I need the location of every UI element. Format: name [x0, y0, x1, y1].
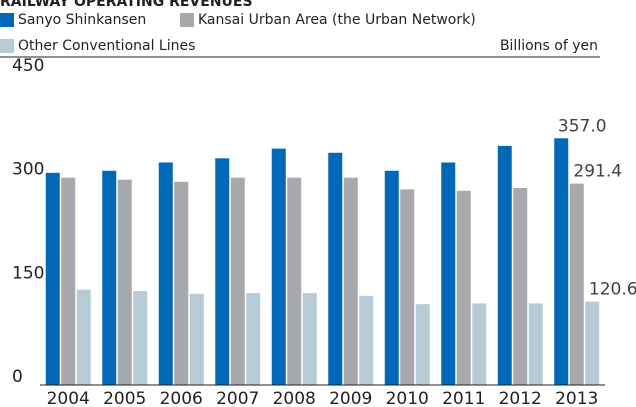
x-tick-label: 2007 [216, 389, 259, 407]
bar [61, 177, 76, 385]
bar [343, 177, 358, 385]
bar [359, 295, 374, 385]
data-label: 120.6 [589, 280, 636, 300]
bar [45, 172, 60, 385]
data-label: 357.0 [558, 116, 607, 136]
bar [76, 289, 91, 385]
bar [189, 293, 204, 385]
legend-swatch [0, 13, 14, 27]
chart-title: RAILWAY OPERATING REVENUES [0, 0, 253, 10]
bar [384, 170, 399, 385]
y-axis-label: Billions of yen [500, 38, 598, 54]
x-tick-label: 2005 [103, 389, 146, 407]
bar [569, 183, 584, 385]
bar [158, 162, 173, 385]
bar [415, 304, 430, 385]
bar [302, 293, 317, 385]
bar [287, 177, 302, 385]
bar [328, 152, 343, 385]
bar [215, 158, 230, 385]
x-tick-label: 2013 [555, 389, 598, 407]
legend-label: Kansai Urban Area (the Urban Network) [198, 12, 476, 28]
bar [585, 301, 600, 385]
bar [174, 181, 189, 385]
bar [230, 177, 245, 385]
bar [400, 189, 415, 385]
bar [497, 145, 512, 385]
x-tick-label: 2009 [329, 389, 372, 407]
y-tick-label: 0 [12, 367, 23, 387]
x-tick-label: 2008 [273, 389, 316, 407]
legend-label: Sanyo Shinkansen [18, 12, 146, 28]
x-tick-label: 2011 [442, 389, 485, 407]
bar [133, 291, 148, 385]
x-tick-label: 2010 [386, 389, 429, 407]
x-tick-label: 2004 [47, 389, 90, 407]
y-tick-label: 450 [12, 56, 44, 76]
y-tick-label: 300 [12, 160, 44, 180]
bar [271, 148, 286, 385]
legend-label: Other Conventional Lines [18, 38, 195, 54]
bar [456, 190, 471, 385]
bar [554, 138, 569, 385]
bar [117, 179, 132, 385]
bar [102, 170, 117, 385]
x-tick-label: 2006 [160, 389, 203, 407]
x-tick-label: 2012 [499, 389, 542, 407]
bar [246, 293, 261, 385]
data-label: 291.4 [573, 162, 622, 182]
bar [441, 162, 456, 385]
bar [513, 188, 528, 385]
y-tick-label: 150 [12, 263, 44, 283]
legend-swatch [0, 39, 14, 53]
legend-swatch [180, 13, 194, 27]
bar [528, 303, 543, 385]
bar [472, 303, 487, 385]
